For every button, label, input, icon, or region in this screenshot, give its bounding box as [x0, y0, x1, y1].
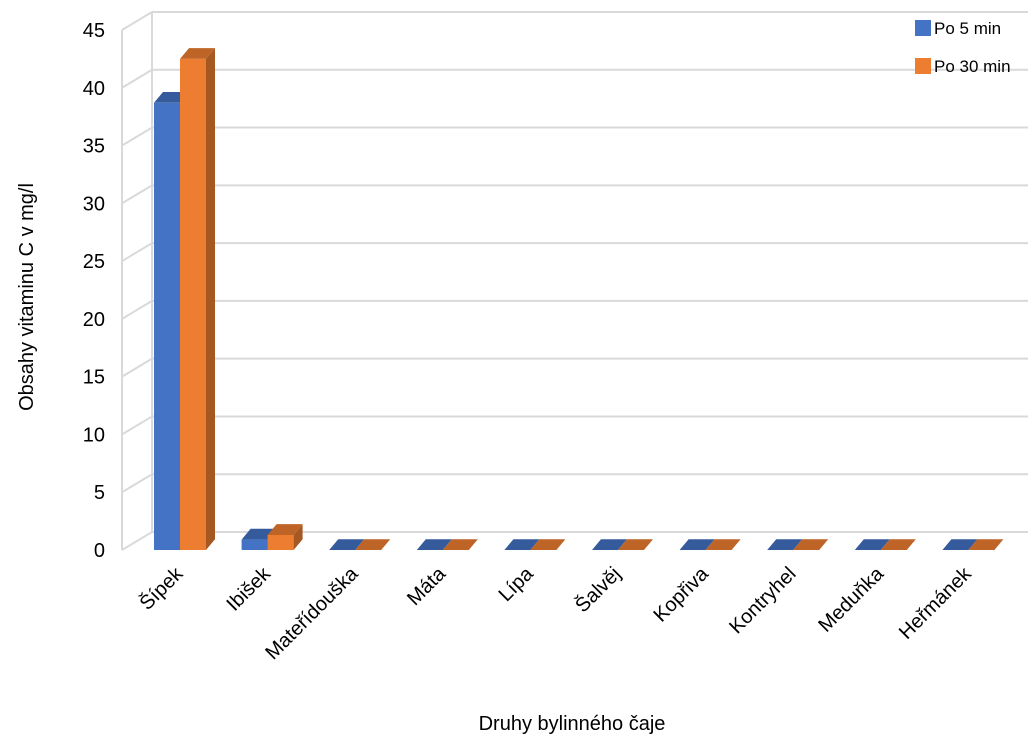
gridline-side [121, 357, 153, 378]
bar [442, 539, 478, 550]
x-tick-label: Meduňka [814, 562, 888, 636]
gridline-side [121, 300, 153, 320]
bar [416, 539, 452, 550]
legend-swatch [915, 58, 931, 74]
y-tick-label: 35 [83, 136, 105, 158]
bar [355, 539, 391, 550]
gridline-side [121, 126, 153, 147]
bar [793, 539, 829, 550]
bar [180, 48, 215, 551]
x-tick-label: Šalvěj [571, 562, 626, 617]
x-tick-label: Kopřiva [649, 562, 713, 626]
x-tick-label: Mateřídouška [261, 562, 363, 664]
x-tick-label: Kontryhel [725, 563, 800, 638]
chart-walls [121, 11, 153, 551]
x-tick-label: Heřmánek [895, 562, 976, 643]
gridline-side [121, 68, 153, 89]
y-tick-label: 30 [83, 193, 105, 215]
bar [329, 539, 365, 550]
x-tick-label: Ibišek [222, 562, 275, 615]
y-tick-label: 15 [83, 367, 105, 389]
bar [618, 539, 653, 550]
legend-swatch [915, 20, 931, 36]
y-tick-label: 40 [83, 78, 105, 100]
bars [154, 48, 1004, 551]
x-axis-title: Druhy bylinného čaje [479, 713, 666, 735]
gridline-side [121, 531, 153, 551]
gridline-side [121, 415, 153, 436]
bar [504, 539, 540, 550]
legend-label: Po 30 min [934, 57, 1011, 76]
x-tick-label: Máta [403, 562, 451, 610]
bar [705, 539, 741, 550]
bar [592, 539, 627, 550]
gridline-side [121, 242, 153, 262]
y-tick-label: 0 [94, 540, 105, 562]
x-tick-label: Lípa [495, 562, 539, 606]
gridline-side [121, 184, 153, 205]
bar [968, 539, 1004, 550]
bar [767, 539, 803, 550]
y-tick-label: 20 [83, 309, 105, 331]
y-tick-label: 45 [83, 20, 105, 42]
y-tick-label: 10 [83, 424, 105, 446]
gridline-side [121, 473, 153, 494]
y-tick-label: 5 [94, 482, 105, 504]
y-axis-tick-labels: 0 5 10 15 20 25 30 35 40 45 [83, 20, 105, 562]
y-axis-title: Obsahy vitaminu C v mg/l [16, 183, 38, 411]
legend-label: Po 5 min [934, 19, 1001, 38]
bar [880, 539, 916, 550]
gridlines [152, 11, 1028, 533]
bar [942, 539, 978, 550]
bar [679, 539, 715, 550]
x-tick-label: Šípek [135, 562, 188, 615]
bar [530, 539, 566, 550]
legend: Po 5 min Po 30 min [915, 19, 1011, 76]
bar [854, 539, 890, 550]
bar [267, 524, 303, 550]
y-tick-label: 25 [83, 251, 105, 273]
gridline-side [121, 11, 153, 31]
